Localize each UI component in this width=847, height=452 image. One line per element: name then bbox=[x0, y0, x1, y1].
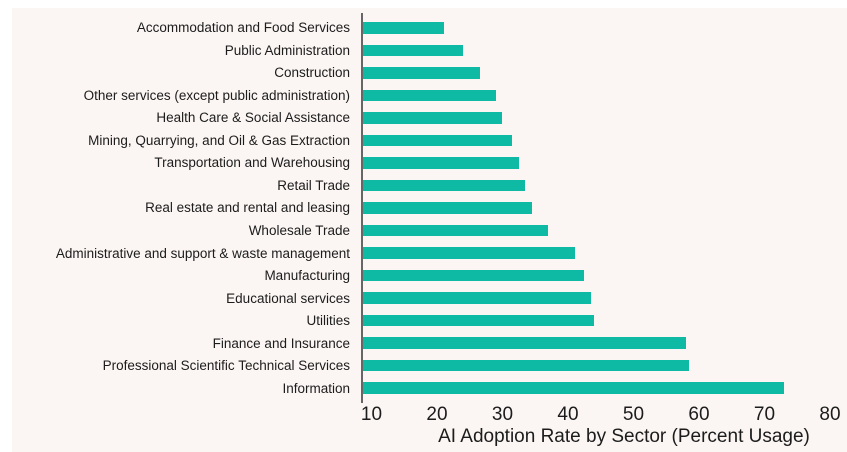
category-label: Health Care & Social Assistance bbox=[156, 110, 350, 126]
x-tick-label: 60 bbox=[688, 404, 710, 425]
category-label: Public Administration bbox=[224, 42, 350, 58]
bar bbox=[363, 224, 549, 237]
bar bbox=[363, 314, 595, 327]
category-label: Accommodation and Food Services bbox=[136, 20, 350, 36]
x-tick-label: 50 bbox=[622, 404, 645, 425]
bar bbox=[363, 179, 526, 192]
bar bbox=[363, 337, 686, 349]
category-label: Other services (except public administra… bbox=[83, 87, 350, 103]
bar bbox=[363, 382, 785, 394]
x-tick-label: 30 bbox=[491, 404, 514, 425]
bar bbox=[363, 157, 519, 169]
category-label: Real estate and rental and leasing bbox=[145, 200, 350, 216]
category-label: Manufacturing bbox=[264, 268, 350, 284]
bar bbox=[363, 202, 532, 214]
bar bbox=[363, 112, 503, 124]
bar bbox=[363, 134, 513, 147]
x-tick-label: 20 bbox=[426, 404, 448, 425]
bar bbox=[363, 247, 575, 259]
x-axis-title: AI Adoption Rate by Sector (Percent Usag… bbox=[438, 426, 810, 447]
x-tick-label: 70 bbox=[753, 404, 776, 425]
x-tick-label: 10 bbox=[360, 404, 383, 425]
y-axis-line bbox=[361, 13, 363, 403]
category-label: Utilities bbox=[306, 313, 350, 329]
bar bbox=[363, 292, 591, 304]
bar bbox=[363, 269, 585, 282]
category-label: Construction bbox=[274, 65, 350, 81]
bar bbox=[363, 22, 444, 34]
bar bbox=[363, 44, 464, 57]
category-label: Finance and Insurance bbox=[212, 335, 350, 351]
category-label: Administrative and support & waste manag… bbox=[55, 245, 350, 261]
category-label: Transportation and Warehousing bbox=[154, 155, 350, 171]
x-tick-label: 80 bbox=[819, 404, 841, 425]
category-label: Mining, Quarrying, and Oil & Gas Extract… bbox=[88, 132, 350, 148]
category-label: Professional Scientific Technical Servic… bbox=[102, 358, 350, 374]
category-label: Information bbox=[282, 380, 350, 396]
bar bbox=[363, 89, 496, 102]
bar bbox=[363, 67, 480, 79]
bar bbox=[363, 359, 690, 372]
category-label: Educational services bbox=[226, 290, 350, 306]
category-label: Retail Trade bbox=[277, 177, 350, 193]
x-tick-label: 40 bbox=[557, 404, 579, 425]
category-label: Wholesale Trade bbox=[248, 223, 350, 239]
